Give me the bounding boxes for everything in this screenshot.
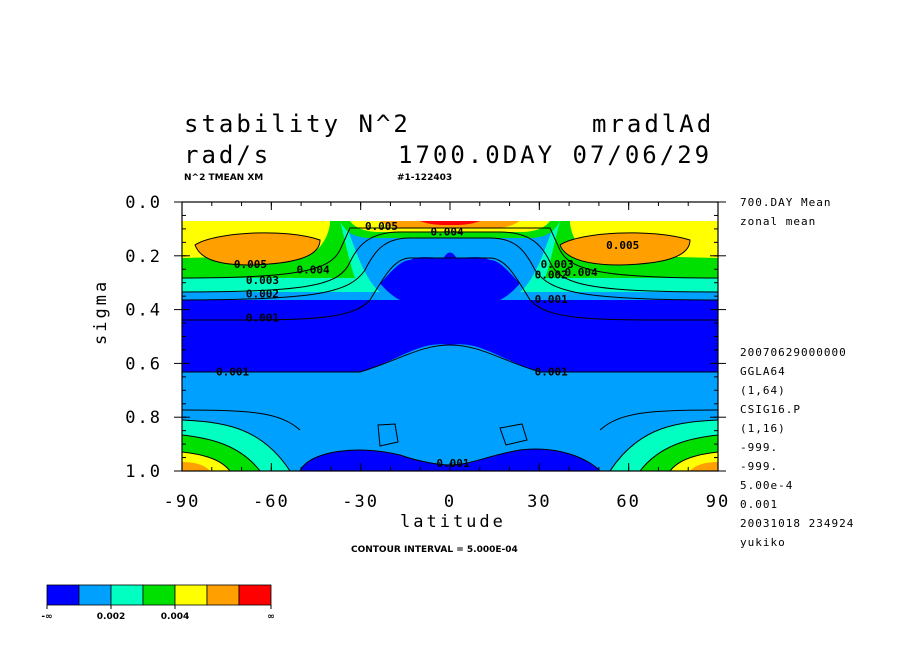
x-axis-label: latitude <box>400 512 506 532</box>
colorbar-tick-label: 0.004 <box>161 612 189 622</box>
contour-label: 0.003 <box>246 274 279 287</box>
side-info-line: (1,64) <box>740 384 786 397</box>
band-low-cap <box>360 257 540 300</box>
y-axis-label: sigma <box>91 278 111 345</box>
contour-label: 0.002 <box>246 287 279 300</box>
colorbar-tick-label: ∞ <box>267 612 275 622</box>
x-tick-label: 60 <box>616 492 640 512</box>
contour-label: 0.005 <box>365 220 398 233</box>
day-date-label: 1700.0DAY 07/06/29 <box>398 141 713 169</box>
model-name: mradlAd <box>592 110 715 138</box>
side-info-line: 20031018 234924 <box>740 517 855 530</box>
side-info-line: zonal mean <box>740 215 817 228</box>
contour-label: 0.001 <box>535 293 568 306</box>
contour-label: 0.004 <box>564 266 597 279</box>
colorbar-tick-label: 0.002 <box>97 612 125 622</box>
colorbar: -∞ 0.002 0.004 ∞ <box>41 584 275 622</box>
colorbar-swatch <box>110 584 144 606</box>
y-tick-label: 0.6 <box>125 354 162 374</box>
side-info-line: (1,16) <box>740 422 786 435</box>
side-info-line: CSIG16.P <box>740 403 801 416</box>
contour-label: 0.001 <box>535 365 568 378</box>
units-label: rad/s <box>184 141 272 169</box>
y-tick-label: 0.8 <box>125 408 162 428</box>
colorbar-swatch <box>174 584 208 606</box>
side-info-line: yukiko <box>740 536 786 549</box>
contour-label: 0.003 <box>541 258 574 271</box>
x-tick-label: 0 <box>444 492 456 512</box>
contour-label: 0.005 <box>234 258 267 271</box>
colorbar-swatch <box>206 584 240 606</box>
side-info-line: GGLA64 <box>740 365 786 378</box>
x-tick-label: -90 <box>164 492 201 512</box>
side-info-line: 5.00e-4 <box>740 479 794 492</box>
plot-title: stability N^2 <box>184 110 411 138</box>
contour-fill <box>182 221 718 471</box>
x-tick-label: -30 <box>342 492 379 512</box>
run-id-label: #1-122403 <box>397 173 453 183</box>
x-tick-labels: -90 -60 -30 0 30 60 90 <box>164 492 730 512</box>
max-band-right <box>560 232 690 265</box>
contour-label: 0.004 <box>430 226 463 239</box>
contour-label: 0.001 <box>216 365 249 378</box>
x-tick-label: -60 <box>253 492 290 512</box>
x-tick-label: 90 <box>706 492 730 512</box>
axis-ticks <box>174 201 726 472</box>
y-tick-labels: 0.0 0.2 0.4 0.6 0.8 1.0 <box>125 193 162 482</box>
contour-label: 0.004 <box>296 263 329 276</box>
contour-label: 0.005 <box>606 239 639 252</box>
side-info-line: 20070629000000 <box>740 346 847 359</box>
side-info-bottom: 20070629000000 GGLA64 (1,64) CSIG16.P (1,16)… <box>740 347 854 556</box>
colorbar-swatch <box>78 584 112 606</box>
y-tick-label: 0.4 <box>125 301 162 321</box>
contour-interval-label: CONTOUR INTERVAL = 5.000E-04 <box>351 545 518 555</box>
band-low-surface <box>300 449 600 471</box>
max-band-left <box>195 232 320 265</box>
x-tick-label: 30 <box>527 492 551 512</box>
y-tick-label: 1.0 <box>125 462 162 482</box>
contour-label: 0.002 <box>535 269 568 282</box>
y-tick-label: 0.2 <box>125 247 162 267</box>
contour-label: 0.001 <box>246 312 279 325</box>
contour-label: 0.001 <box>436 457 469 470</box>
side-info-line: 0.001 <box>740 498 779 511</box>
side-info-line: -999. <box>740 441 779 454</box>
colorbar-swatch <box>238 584 272 606</box>
side-info-line: -999. <box>740 460 779 473</box>
variable-label: N^2 TMEAN XM <box>184 173 264 183</box>
colorbar-swatch <box>46 584 80 606</box>
side-info-top: 700.DAY Mean zonal mean <box>740 197 831 235</box>
colorbar-swatch <box>142 584 176 606</box>
y-tick-label: 0.0 <box>125 193 162 213</box>
colorbar-tick-label: -∞ <box>41 612 52 622</box>
side-info-line: 700.DAY Mean <box>740 196 832 209</box>
